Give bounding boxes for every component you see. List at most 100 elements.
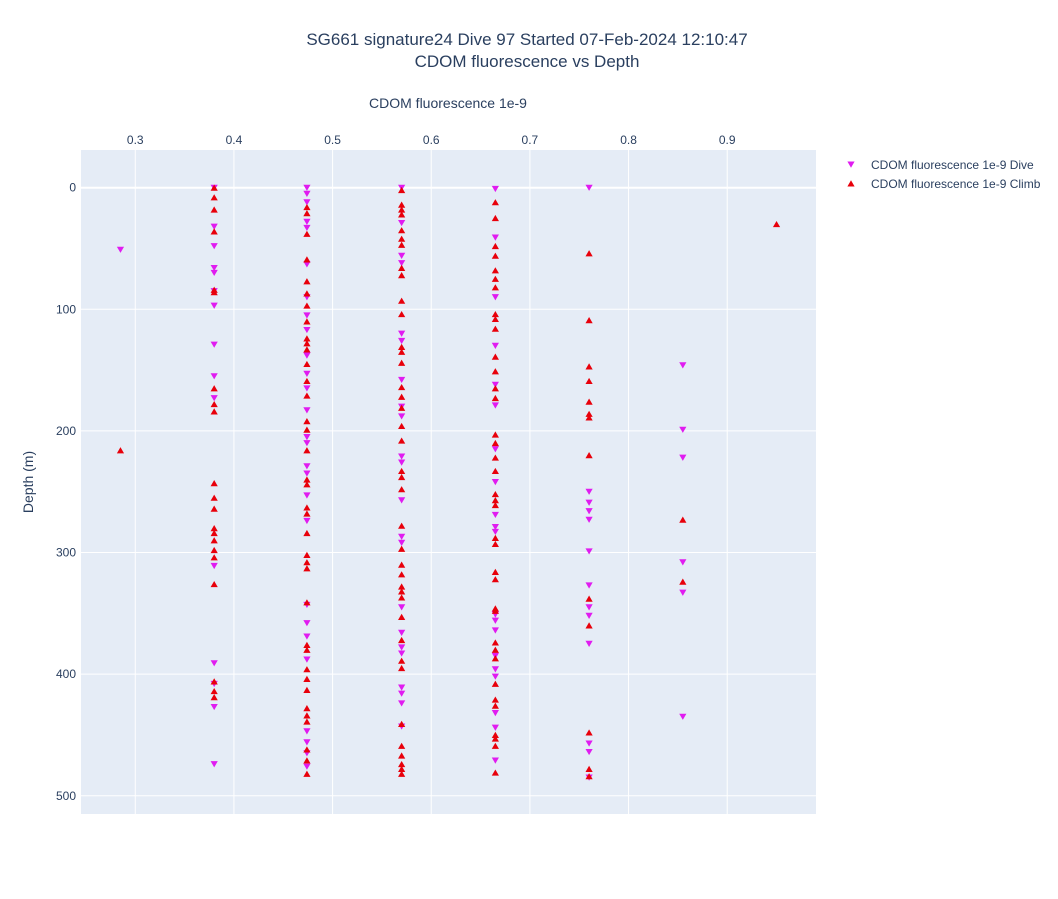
climb-point: [303, 666, 311, 673]
climb-point: [491, 214, 499, 222]
climb-point: [772, 220, 781, 228]
climb-point: [210, 678, 218, 685]
climb-point: [679, 578, 687, 585]
climb-point: [303, 335, 311, 342]
dive-point: [491, 185, 499, 193]
climb-point: [491, 568, 499, 575]
climb-point: [210, 525, 218, 532]
dive-point: [491, 673, 499, 680]
climb-point: [303, 686, 311, 693]
dive-point: [303, 385, 311, 392]
climb-point: [398, 186, 406, 194]
climb-point: [210, 694, 218, 701]
legend-item-dive[interactable]: CDOM fluorescence 1e-9 Dive: [847, 158, 1034, 172]
x-tick-label: 0.3: [127, 133, 144, 147]
climb-point: [303, 256, 311, 263]
climb-point: [398, 583, 406, 590]
climb-point: [491, 353, 499, 360]
climb-point: [491, 490, 499, 498]
x-axis-label: CDOM fluorescence 1e-9: [369, 95, 527, 111]
dive-point: [491, 757, 499, 764]
climb-point: [210, 580, 218, 588]
climb-point: [491, 646, 499, 653]
grid-lines: [81, 150, 816, 814]
climb-point: [398, 765, 406, 773]
climb-point: [585, 595, 593, 602]
climb-point: [398, 467, 406, 475]
climb-point: [398, 393, 406, 400]
climb-point: [491, 315, 499, 323]
dive-point: [491, 710, 499, 717]
climb-point: [585, 250, 593, 257]
climb-point: [398, 310, 406, 318]
dive-point: [398, 459, 406, 466]
legend[interactable]: CDOM fluorescence 1e-9 Dive CDOM fluores…: [847, 158, 1041, 191]
climb-point: [303, 210, 311, 217]
climb-point: [398, 297, 406, 304]
climb-point: [303, 377, 311, 385]
dive-point: [398, 330, 406, 337]
legend-dive-label: CDOM fluorescence 1e-9 Dive: [871, 158, 1034, 172]
y-axis-label: Depth (m): [20, 451, 36, 513]
dive-point: [398, 497, 406, 504]
dive-point: [303, 463, 311, 470]
dive-point: [210, 243, 218, 250]
dive-point: [210, 703, 218, 711]
x-tick-label: 0.6: [423, 133, 440, 147]
dive-point: [491, 511, 499, 519]
dive-point: [585, 582, 593, 589]
climb-point: [585, 398, 593, 405]
climb-point: [398, 383, 406, 391]
dive-point: [303, 440, 311, 447]
climb-point: [398, 264, 406, 271]
climb-point: [585, 622, 593, 629]
climb-point: [491, 702, 499, 709]
dive-point: [303, 190, 311, 197]
dive-point: [585, 516, 593, 523]
dive-point: [491, 446, 499, 453]
dive-point: [398, 413, 406, 420]
climb-point: [585, 765, 593, 773]
dive-point: [491, 381, 499, 388]
climb-point: [585, 317, 593, 324]
climb-point: [303, 746, 311, 753]
dive-point: [679, 454, 687, 461]
climb-point: [491, 769, 499, 776]
legend-item-climb[interactable]: CDOM fluorescence 1e-9 Climb: [847, 177, 1041, 191]
climb-point: [585, 410, 593, 417]
dive-point: [585, 184, 593, 191]
x-tick-labels: 0.3 0.4 0.5 0.6 0.7 0.8 0.9: [127, 133, 736, 147]
climb-series-marks: [116, 184, 781, 780]
dive-point: [679, 362, 687, 369]
dive-point: [491, 402, 499, 409]
dive-point: [303, 517, 311, 525]
dive-point: [210, 341, 218, 348]
climb-point: [398, 206, 406, 213]
dive-point: [398, 252, 406, 260]
climb-point: [398, 473, 406, 481]
dive-point: [585, 604, 593, 611]
climb-point: [303, 476, 311, 483]
chart-title-line2: CDOM fluorescence vs Depth: [415, 52, 640, 71]
climb-point: [398, 211, 406, 218]
climb-point: [398, 594, 406, 601]
climb-point: [303, 318, 311, 325]
dive-point: [491, 627, 499, 634]
climb-point: [303, 757, 311, 764]
climb-point: [303, 447, 311, 454]
dive-point: [210, 660, 218, 667]
dive-point: [210, 373, 218, 380]
climb-point: [398, 545, 406, 552]
climb-point: [210, 480, 218, 487]
dive-point: [303, 184, 311, 191]
dive-point: [491, 523, 499, 531]
climb-point: [303, 559, 311, 566]
climb-point: [398, 272, 406, 279]
y-tick-labels: 0 100 200 300 400 500: [56, 181, 76, 803]
chart-title-line1: SG661 signature24 Dive 97 Started 07-Feb…: [306, 30, 747, 49]
climb-point: [303, 704, 311, 712]
climb-point: [398, 636, 406, 644]
dive-point: [491, 617, 499, 624]
climb-point: [491, 540, 499, 548]
dive-point: [303, 224, 311, 232]
